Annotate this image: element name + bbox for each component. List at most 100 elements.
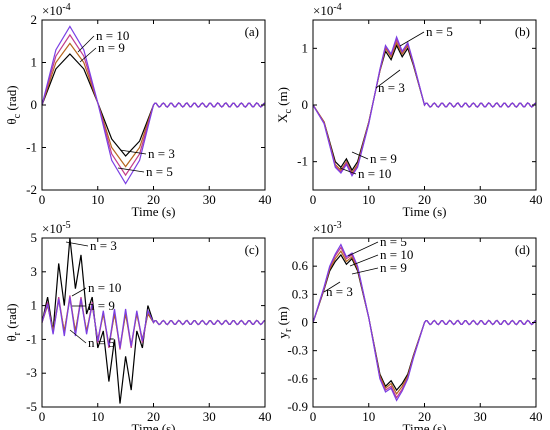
annotation-label: n = 5 [426, 24, 453, 39]
x-tick-label: 20 [147, 192, 160, 207]
annotation-arrow [351, 267, 379, 275]
x-tick-label: 40 [530, 409, 543, 424]
x-tick-label: 30 [203, 409, 216, 424]
x-tick-label: 0 [39, 409, 46, 424]
annotation-arrow [79, 47, 97, 63]
annotation-arrow [351, 151, 369, 160]
series-line-n5 [312, 243, 537, 402]
y-tick-label: 1 [31, 55, 38, 70]
y-tick-label: -5 [26, 399, 37, 414]
panel-label: (a) [245, 24, 259, 39]
annotation-label: n = 10 [88, 280, 121, 295]
series-line-n5 [41, 25, 266, 185]
panel-d: 0 10 20 30 40 0.6 0.3 0 -0.3 -0.6 -0.9 Time (s) yr (… [275, 220, 543, 430]
y-tick-label: 0.6 [292, 258, 309, 273]
x-tick-label: 20 [147, 409, 160, 424]
x-tick-label: 10 [362, 192, 375, 207]
y-tick-label: -1 [26, 140, 37, 155]
annotation-arrow [375, 69, 401, 89]
x-axis-label: Time (s) [403, 204, 447, 219]
axis-multiplier: ×10-5 [42, 220, 71, 236]
annotation-label: n = 9 [380, 260, 407, 275]
y-tick-label: -0.3 [287, 343, 308, 358]
y-tick-label: -1 [26, 331, 37, 346]
annotation-label: n = 3 [148, 146, 175, 161]
annotation-arrow [347, 241, 379, 257]
x-tick-label: 40 [259, 409, 272, 424]
annotation-label: n = 3 [90, 238, 117, 253]
y-tick-label: -3 [26, 365, 37, 380]
annotation-arrow [119, 149, 147, 155]
annotation-arrow [77, 35, 95, 53]
annotation-label: n = 3 [326, 284, 353, 299]
series-line-n5 [41, 297, 266, 348]
y-axis-label: θr (rad) [4, 303, 23, 341]
y-tick-label: 1 [302, 40, 309, 55]
axis-multiplier: ×10-4 [42, 2, 71, 18]
series-line-n3 [312, 44, 537, 172]
x-tick-label: 30 [474, 409, 487, 424]
panel-label: (b) [515, 24, 530, 39]
y-tick-label: 5 [31, 230, 38, 245]
annotation-label: n = 10 [380, 247, 413, 262]
panel-c: 0 10 20 30 40 5 3 1 -1 -3 -5 Time (s) θr (rad) ×10-5 (… [4, 220, 272, 430]
series-line-n10 [312, 38, 537, 176]
y-tick-label: 0 [302, 315, 309, 330]
y-tick-label: 0 [31, 97, 38, 112]
x-tick-label: 10 [91, 192, 104, 207]
y-tick-label: 2 [31, 12, 38, 27]
x-tick-label: 20 [418, 192, 431, 207]
annotation-arrow [399, 31, 425, 47]
x-axis-label: Time (s) [132, 204, 176, 219]
annotation-label: n = 9 [370, 151, 397, 166]
y-axis-label: yr (m) [275, 307, 294, 339]
x-tick-label: 0 [310, 192, 317, 207]
x-tick-label: 40 [259, 192, 272, 207]
x-tick-label: 0 [39, 192, 46, 207]
annotation-label: n = 5 [88, 335, 115, 350]
axis-multiplier: ×10-3 [313, 220, 342, 236]
annotation-label: n = 9 [98, 40, 125, 55]
x-tick-label: 40 [530, 192, 543, 207]
annotation-label: n = 10 [96, 28, 129, 43]
panel-label: (c) [245, 242, 259, 257]
annotation-arrow [71, 287, 87, 297]
y-tick-label: 0.3 [292, 286, 308, 301]
x-tick-label: 10 [362, 409, 375, 424]
y-tick-label: -2 [26, 182, 37, 197]
axis-multiplier: ×10-4 [313, 2, 342, 18]
annotation-arrow [339, 167, 357, 175]
x-tick-label: 30 [474, 192, 487, 207]
y-tick-label: 1 [31, 298, 38, 313]
series-line-n9 [312, 41, 537, 175]
annotation-arrow [117, 167, 145, 173]
annotation-label: n = 5 [380, 234, 407, 249]
annotation-label: n = 5 [146, 164, 173, 179]
y-tick-label: -1 [297, 154, 308, 169]
annotation-arrow [65, 241, 89, 247]
annotation-arrow [69, 329, 87, 344]
y-tick-label: 3 [31, 264, 38, 279]
x-axis-label: Time (s) [132, 421, 176, 430]
annotation-label: n = 3 [378, 80, 405, 95]
annotation-arrow [323, 281, 341, 293]
y-tick-label: 0 [302, 97, 309, 112]
y-tick-label: -0.6 [287, 371, 308, 386]
annotation-label: n = 9 [88, 298, 115, 313]
y-axis-label: θc (rad) [4, 85, 23, 124]
y-tick-label: -0.9 [287, 399, 308, 414]
x-axis-label: Time (s) [403, 421, 447, 430]
x-tick-label: 10 [91, 409, 104, 424]
series-line-n5 [312, 35, 537, 178]
y-axis-label: Xc (m) [275, 87, 294, 123]
x-tick-label: 0 [310, 409, 317, 424]
x-tick-label: 30 [203, 192, 216, 207]
x-tick-label: 20 [418, 409, 431, 424]
annotation-label: n = 10 [358, 166, 391, 181]
annotation-arrow [349, 254, 379, 267]
series-line-n3 [41, 237, 266, 404]
